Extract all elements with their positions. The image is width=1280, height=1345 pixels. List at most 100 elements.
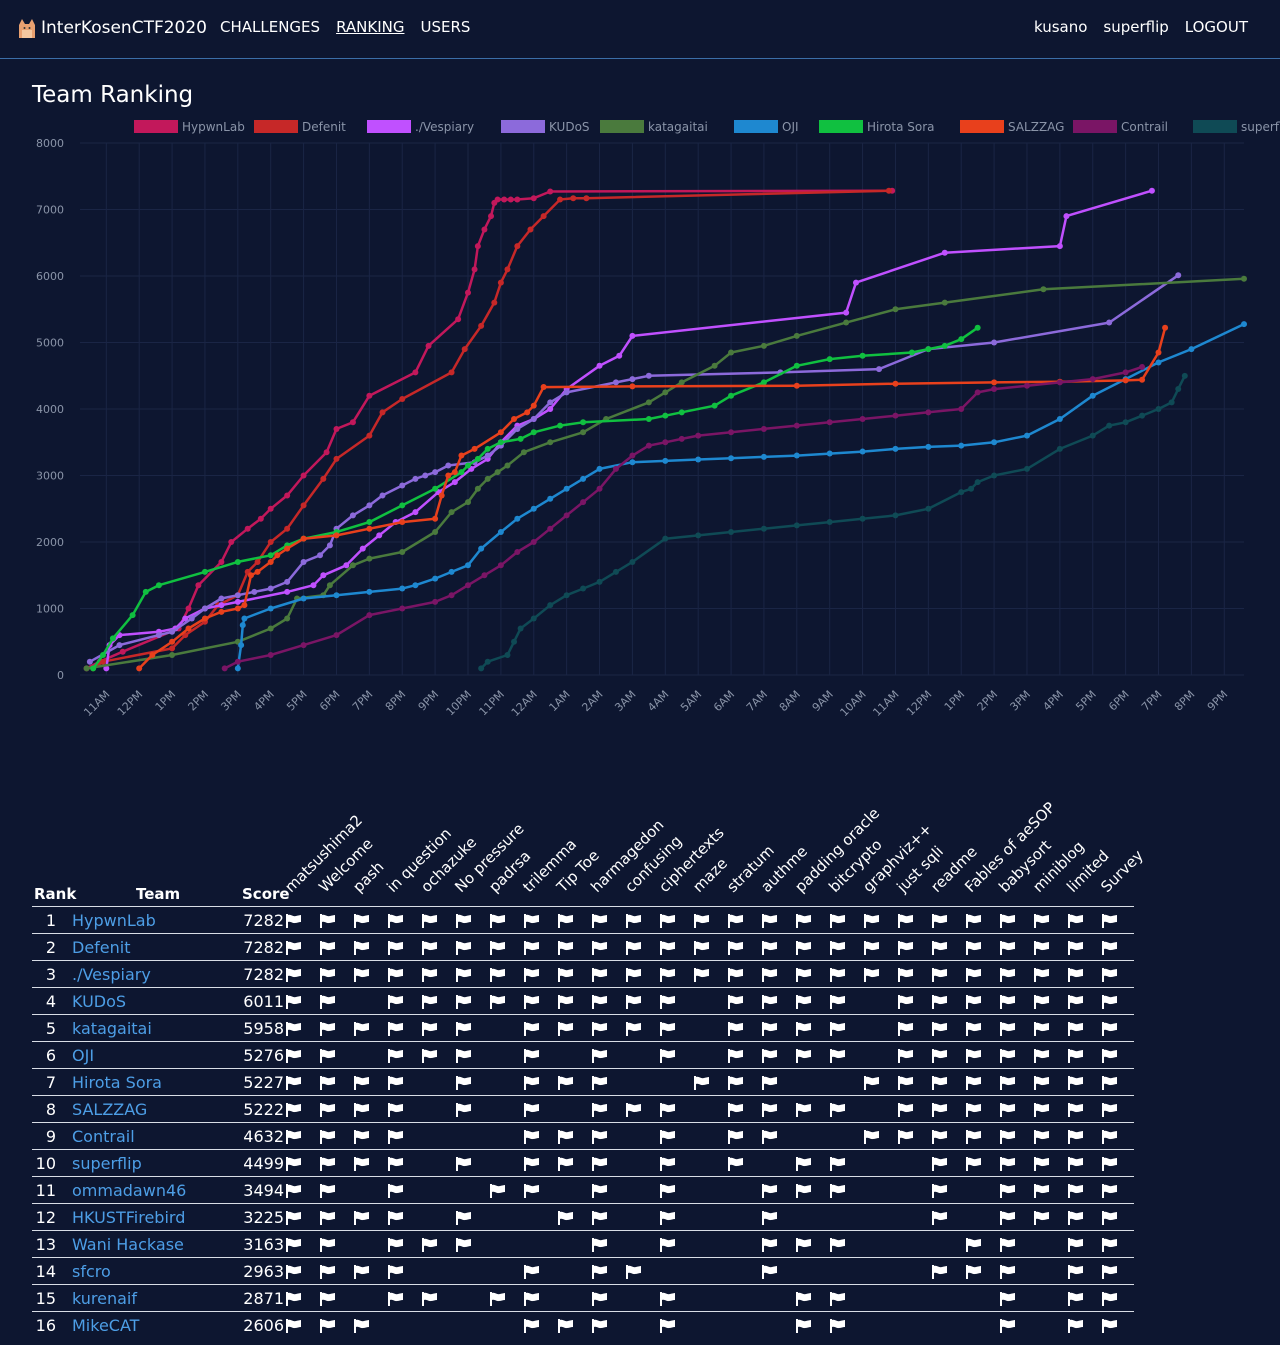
team-link[interactable]: Hirota Sora — [72, 1073, 162, 1092]
solved-flag-icon — [558, 1156, 574, 1171]
team-link[interactable]: ./Vespiary — [72, 965, 151, 984]
team-link[interactable]: HypwnLab — [72, 911, 156, 930]
data-point — [925, 346, 932, 353]
nav-link-ranking[interactable]: RANKING — [336, 18, 405, 36]
nav-link-challenges[interactable]: CHALLENGES — [220, 18, 321, 36]
team-link[interactable]: ommadawn46 — [72, 1181, 187, 1200]
rank-cell: 1 — [45, 911, 56, 930]
table-row: 11 ommadawn46 3494 — [32, 1176, 1134, 1203]
team-link[interactable]: superflip — [72, 1154, 142, 1173]
team-link[interactable]: MikeCAT — [72, 1316, 140, 1335]
solved-flag-icon — [660, 1210, 676, 1225]
data-point — [366, 525, 373, 532]
solved-flag-icon — [286, 994, 302, 1009]
solved-flag-icon — [1034, 1129, 1050, 1144]
x-tick-label: 12AM — [509, 688, 540, 719]
data-point — [678, 409, 685, 416]
data-point — [254, 558, 261, 565]
data-point — [221, 665, 228, 672]
x-tick-label: 11AM — [81, 688, 112, 719]
solved-flag-icon — [728, 1156, 744, 1171]
nav-link-kusano[interactable]: kusano — [1033, 18, 1088, 36]
team-link[interactable]: katagaitai — [72, 1019, 152, 1038]
solved-flag-icon — [660, 1237, 676, 1252]
solved-flag-icon — [524, 1156, 540, 1171]
solved-flag-icon — [898, 994, 914, 1009]
data-point — [501, 196, 508, 203]
data-point — [695, 456, 702, 463]
data-point — [481, 226, 488, 233]
solved-flag-icon — [830, 1048, 846, 1063]
rank-cell: 14 — [35, 1262, 56, 1281]
team-link[interactable]: SALZZAG — [72, 1100, 148, 1119]
data-point — [343, 562, 350, 569]
data-point — [507, 196, 514, 203]
data-point — [695, 432, 702, 439]
solved-flag-icon — [456, 913, 472, 928]
data-point — [511, 638, 518, 645]
data-point — [991, 379, 998, 386]
solved-flag-icon — [864, 913, 880, 928]
data-point — [547, 602, 554, 609]
data-point — [155, 632, 162, 639]
x-tick-label: 3PM — [218, 688, 244, 714]
solved-flag-icon — [796, 1318, 812, 1333]
team-link[interactable]: HKUSTFirebird — [72, 1208, 186, 1227]
data-point — [843, 319, 850, 326]
team-link[interactable]: OJI — [72, 1046, 95, 1065]
legend-swatch — [960, 120, 1004, 133]
solved-flag-icon — [1068, 1237, 1084, 1252]
legend-swatch — [1073, 120, 1117, 133]
data-point — [379, 409, 386, 416]
data-point — [412, 582, 419, 589]
solved-flag-icon — [320, 1102, 336, 1117]
solved-flag-icon — [932, 1129, 948, 1144]
solved-flag-icon — [422, 994, 438, 1009]
data-point — [547, 406, 554, 412]
data-point — [284, 492, 291, 499]
data-point — [169, 628, 176, 635]
solved-flag-icon — [354, 1156, 370, 1171]
nav-link-users[interactable]: USERS — [420, 18, 471, 36]
team-link[interactable]: kurenaif — [72, 1289, 138, 1308]
team-link[interactable]: KUDoS — [72, 992, 127, 1011]
data-point — [1155, 359, 1162, 366]
data-point — [169, 652, 176, 659]
data-point — [974, 324, 981, 331]
legend-label: katagaitai — [648, 120, 708, 134]
brand[interactable]: InterKosenCTF2020 — [16, 16, 207, 40]
score-cell: 7282 — [243, 965, 284, 984]
data-point — [201, 568, 208, 575]
x-tick-label: 4PM — [1040, 688, 1066, 714]
solved-flag-icon — [728, 994, 744, 1009]
legend-swatch — [134, 120, 178, 133]
solved-flag-icon — [728, 1021, 744, 1036]
solved-flag-icon — [558, 1210, 574, 1225]
data-point — [527, 226, 534, 233]
team-link[interactable]: sfcro — [72, 1262, 111, 1281]
solved-flag-icon — [1034, 1183, 1050, 1198]
legend-swatch — [254, 120, 298, 133]
data-point — [1241, 275, 1247, 282]
solved-flag-icon — [558, 1129, 574, 1144]
nav-link-logout[interactable]: LOGOUT — [1184, 18, 1248, 36]
solved-flag-icon — [762, 1129, 778, 1144]
solved-flag-icon — [1000, 1075, 1016, 1090]
data-point — [241, 615, 248, 622]
solved-flag-icon — [796, 1102, 812, 1117]
series-line-hirotasora — [92, 326, 979, 670]
table-row: 10 superflip 4499 — [32, 1149, 1134, 1176]
legend-label: Contrail — [1121, 120, 1168, 134]
solved-flag-icon — [1102, 1264, 1118, 1279]
data-point — [267, 558, 274, 565]
team-link[interactable]: Contrail — [72, 1127, 135, 1146]
team-link[interactable]: Defenit — [72, 938, 131, 957]
data-point — [991, 472, 998, 479]
score-cell: 5227 — [243, 1073, 284, 1092]
solved-flag-icon — [320, 1264, 336, 1279]
team-link[interactable]: Wani Hackase — [72, 1235, 184, 1254]
y-tick-label: 0 — [57, 669, 64, 682]
solved-flag-icon — [728, 1102, 744, 1117]
nav-link-superflip[interactable]: superflip — [1103, 18, 1169, 36]
cat-logo-icon — [19, 19, 35, 38]
